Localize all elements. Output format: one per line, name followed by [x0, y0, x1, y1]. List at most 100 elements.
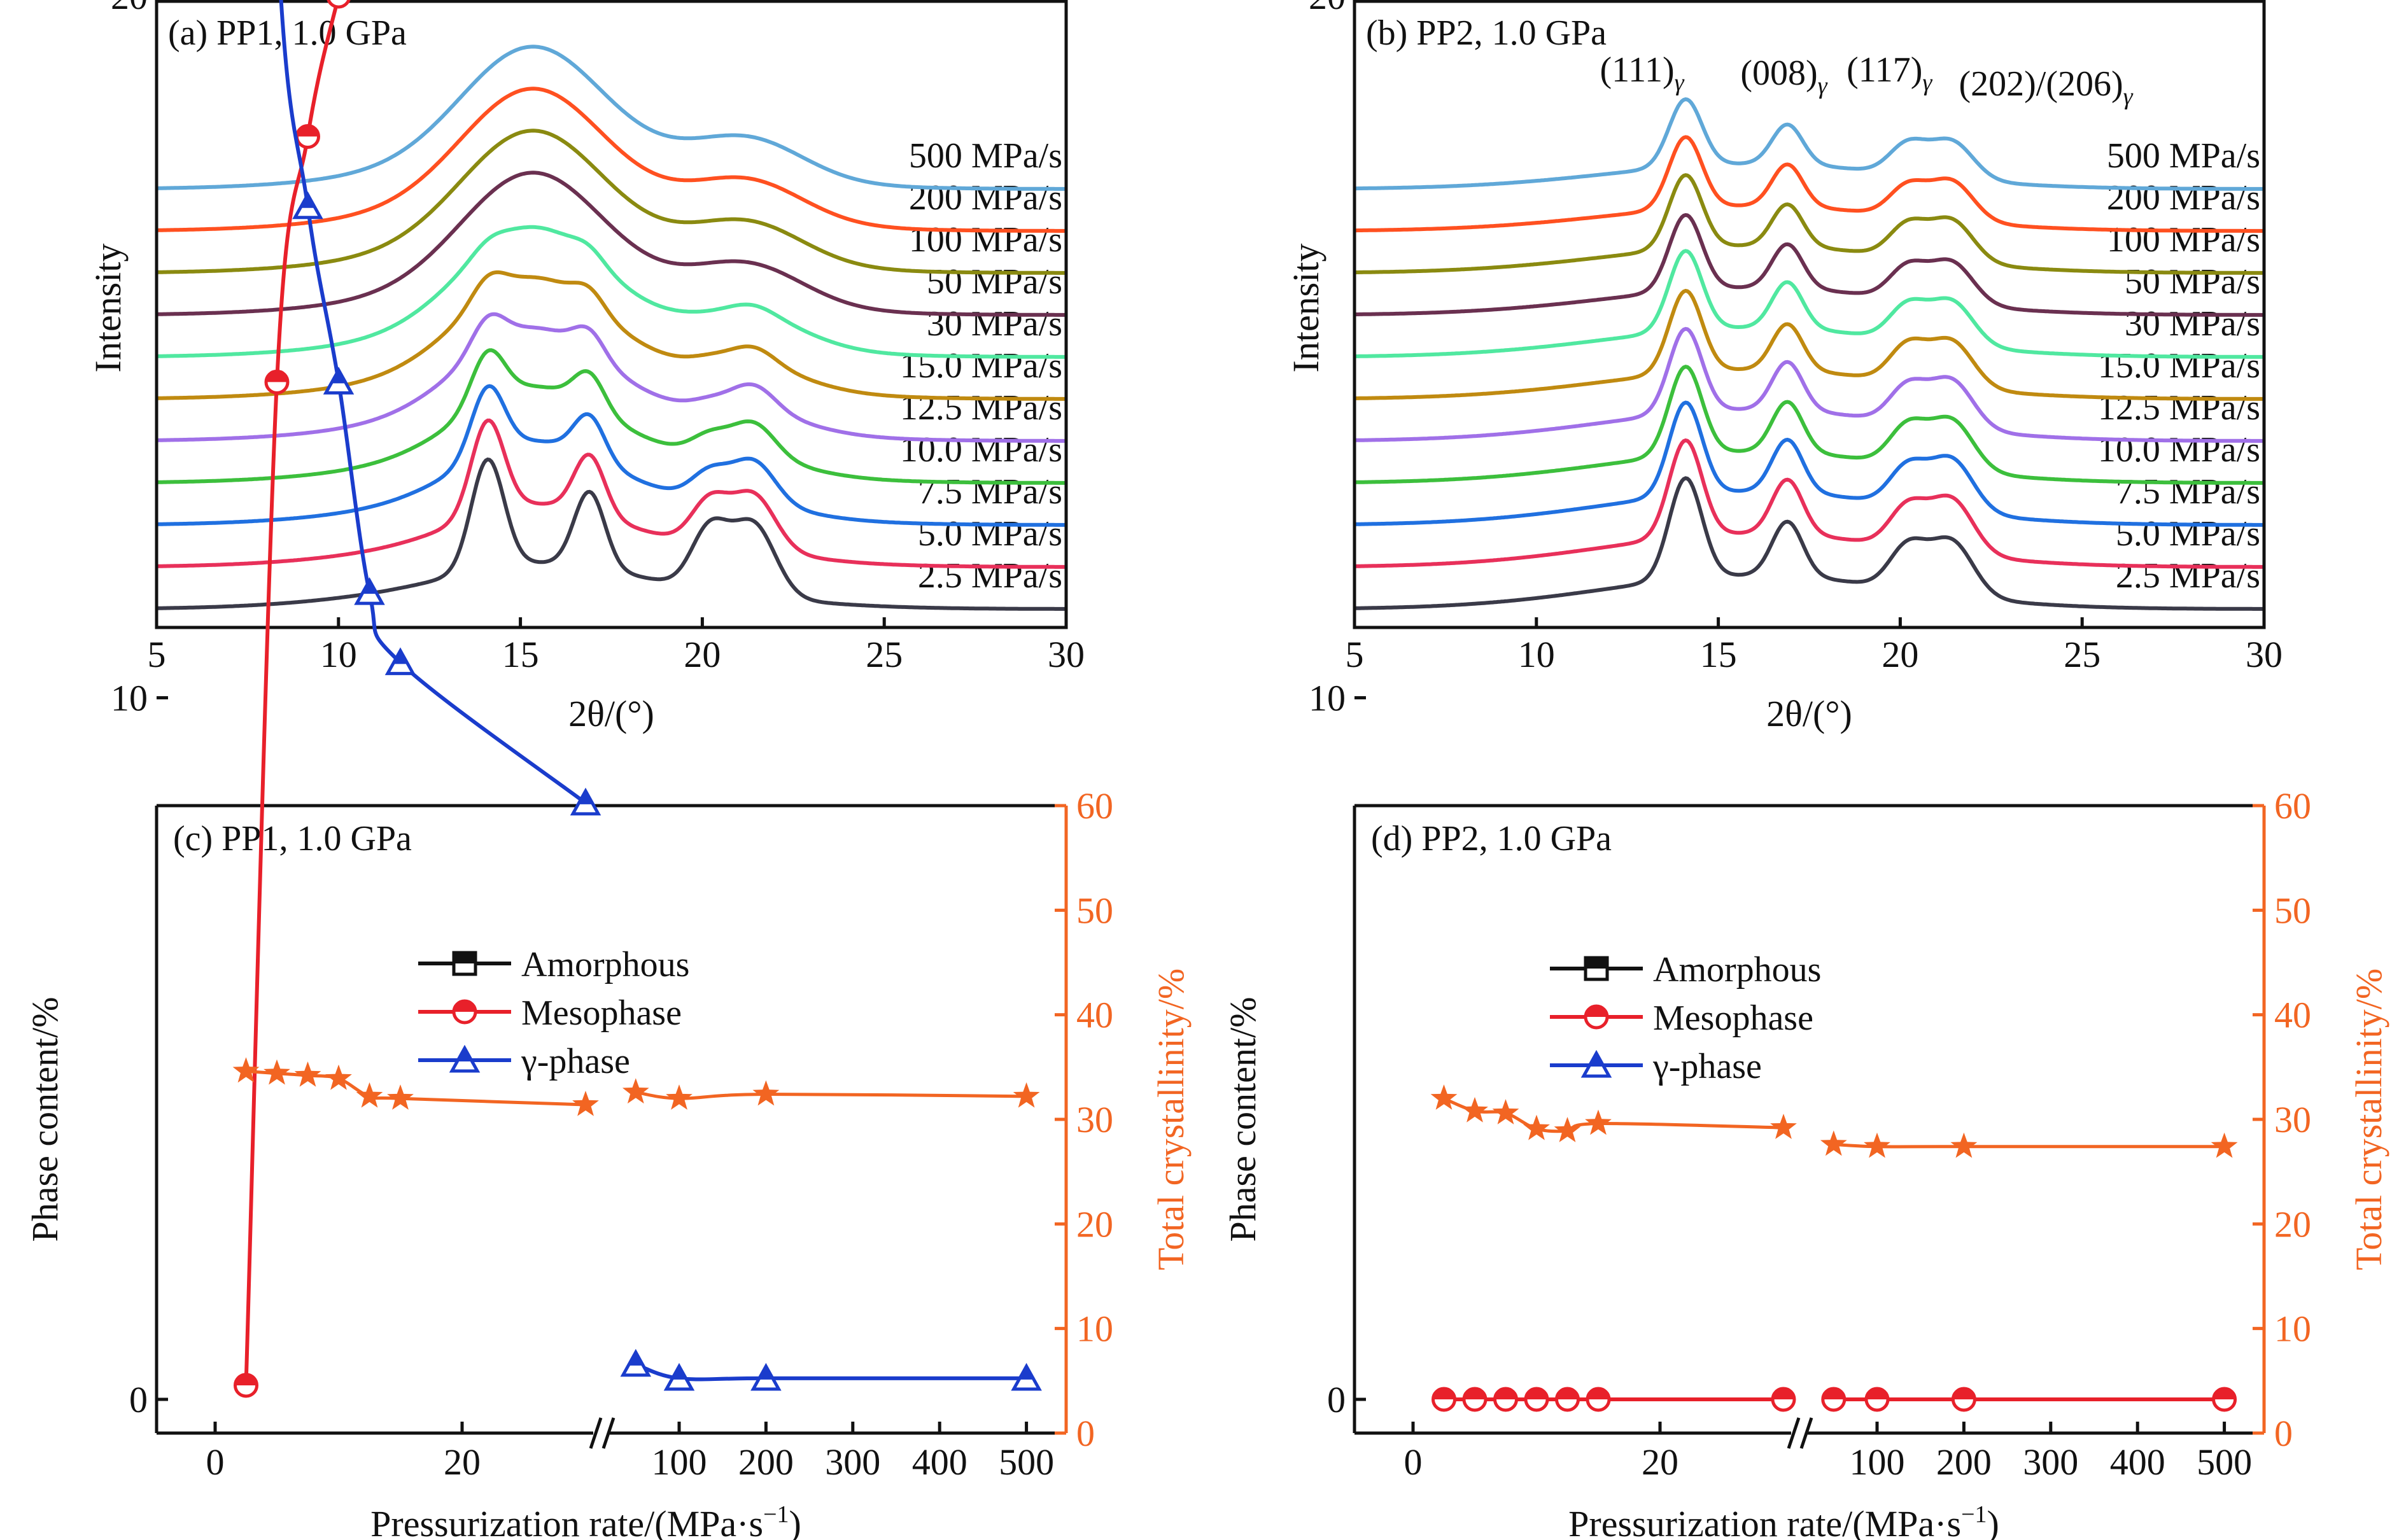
- x-tick-label: 500: [999, 1441, 1054, 1483]
- star-marker: [1430, 1084, 1458, 1110]
- legend-label: Mesophase: [1653, 998, 1813, 1038]
- star-marker: [752, 1080, 780, 1106]
- star-marker: [1950, 1132, 1978, 1158]
- xrd-curve-500-MPa-s: [1354, 97, 2264, 191]
- y-axis-label: Phase content/%: [1222, 997, 1263, 1242]
- series-line: [635, 1362, 1027, 1382]
- series-label: 50 MPa/s: [2125, 262, 2260, 302]
- star-marker: [1523, 1114, 1550, 1140]
- x-axis-label-end: ): [789, 1503, 801, 1540]
- series-total-crystallinity: [232, 1057, 1040, 1116]
- x-tick-label: 500: [2197, 1441, 2252, 1483]
- x-tick-label: 5: [148, 634, 166, 675]
- star-marker: [2211, 1132, 2238, 1158]
- triangle-marker-fill: [362, 580, 377, 594]
- legend-triangle-marker-fill: [458, 1048, 472, 1061]
- y2-tick-label: 0: [2274, 1413, 2293, 1454]
- x-tick-label: 300: [2023, 1441, 2078, 1483]
- series-line: [1443, 1096, 1784, 1133]
- circle-marker-fill: [1866, 1389, 1888, 1399]
- circle-marker-fill: [1556, 1389, 1579, 1399]
- peak-phase-subscript: γ: [1922, 69, 1932, 96]
- x-tick-label: 25: [866, 634, 903, 675]
- circle-marker-fill: [266, 371, 288, 382]
- x-axis-label: Pressurization rate/(MPa·s−1): [370, 1501, 801, 1540]
- x-tick-label: 20: [444, 1441, 481, 1483]
- series-label: 500 MPa/s: [2107, 136, 2260, 176]
- series-label: 200 MPa/s: [909, 178, 1062, 218]
- star-marker: [622, 1078, 649, 1104]
- xrd-curve-100-MPa-s: [1354, 173, 2264, 275]
- xrd-curve-12-5-MPa-s: [1354, 326, 2264, 443]
- y2-tick-label: 40: [1076, 995, 1113, 1036]
- x-tick-label: 100: [1850, 1441, 1905, 1483]
- xrd-curve-50-MPa-s: [157, 171, 1066, 317]
- x-tick-label: 5: [1346, 634, 1364, 675]
- xrd-curve-5-0-MPa-s: [157, 418, 1066, 569]
- triangle-marker-fill: [300, 194, 315, 208]
- x-axis-label-main: Pressurization rate/(MPa·s: [1568, 1503, 1961, 1540]
- y2-tick-label: 10: [1076, 1308, 1113, 1350]
- axis-break-mark: [1787, 1417, 1813, 1449]
- axis-break-mark: [589, 1417, 616, 1449]
- star-marker: [1585, 1109, 1612, 1135]
- y-axis-label: Intensity: [87, 244, 129, 373]
- x-tick-label: 15: [1700, 634, 1737, 675]
- triangle-marker-fill: [672, 1366, 686, 1380]
- series-label: 15.0 MPa/s: [900, 346, 1062, 386]
- star-marker: [232, 1057, 260, 1083]
- series-phase: [279, 0, 1042, 1391]
- circle-marker-fill: [1953, 1389, 1975, 1399]
- panel-a-xrd-pp1: 2.5 MPa/s5.0 MPa/s7.5 MPa/s10.0 MPa/s12.…: [87, 0, 1085, 734]
- star-marker: [1013, 1082, 1040, 1108]
- panel-title: (c) PP1, 1.0 GPa: [173, 819, 412, 858]
- x-tick-label: 300: [825, 1441, 880, 1483]
- series-line: [635, 1090, 1027, 1100]
- legend-square-marker-fill: [1586, 958, 1607, 969]
- xrd-curve-2-5-MPa-s: [157, 457, 1066, 611]
- y-tick-label: 10: [1309, 678, 1346, 719]
- x-tick-label: 400: [912, 1441, 967, 1483]
- series-total-crystallinity: [1430, 1084, 2238, 1158]
- y2-tick-label: 40: [2274, 995, 2311, 1036]
- xrd-curve-12-5-MPa-s: [157, 312, 1066, 443]
- xrd-curve-100-MPa-s: [157, 129, 1066, 275]
- circle-marker: [327, 0, 351, 9]
- y2-tick-label: 60: [1076, 785, 1113, 827]
- triangle-marker-fill: [759, 1366, 773, 1380]
- y-tick-label: 20: [1309, 0, 1346, 17]
- y2-tick-label: 20: [1076, 1203, 1113, 1245]
- series-label: 2.5 MPa/s: [918, 556, 1062, 596]
- y-tick-label: 10: [111, 678, 148, 719]
- series-label: 5.0 MPa/s: [2116, 514, 2260, 554]
- peak-phase-subscript: γ: [1818, 73, 1828, 99]
- series-label: 100 MPa/s: [2107, 220, 2260, 260]
- circle-marker-fill: [1495, 1389, 1517, 1399]
- series-mesophase: [234, 0, 351, 1398]
- peak-annotation: (111)γ: [1600, 50, 1685, 96]
- y-axis-label: Phase content/%: [24, 997, 66, 1242]
- y2-tick-label: 50: [1076, 890, 1113, 931]
- plot-frame: [1353, 0, 2266, 629]
- xrd-curve-10-0-MPa-s: [157, 348, 1066, 485]
- legend-triangle-marker-fill: [1589, 1053, 1603, 1067]
- peak-index: (202)/(206): [1959, 64, 2123, 104]
- x-tick-label: 200: [738, 1441, 794, 1483]
- y2-tick-label: 0: [1076, 1413, 1095, 1454]
- legend-label: γ-phase: [1652, 1047, 1762, 1086]
- peak-phase-subscript: γ: [1675, 69, 1685, 96]
- circle-marker-fill: [2213, 1389, 2235, 1399]
- series-label: 10.0 MPa/s: [2098, 430, 2260, 470]
- peak-annotation: (008)γ: [1740, 53, 1827, 99]
- series-label: 2.5 MPa/s: [2116, 556, 2260, 596]
- legend-circle-marker-fill: [1586, 1006, 1607, 1017]
- xrd-curve-2-5-MPa-s: [1354, 476, 2264, 611]
- x-tick-label: 200: [1936, 1441, 1992, 1483]
- star-marker: [1820, 1130, 1847, 1156]
- y2-tick-label: 30: [1076, 1099, 1113, 1140]
- circle-marker-fill: [1526, 1389, 1547, 1399]
- x-axis-label-exponent: −1: [763, 1501, 789, 1528]
- star-marker: [264, 1059, 290, 1085]
- series-label: 500 MPa/s: [909, 136, 1062, 176]
